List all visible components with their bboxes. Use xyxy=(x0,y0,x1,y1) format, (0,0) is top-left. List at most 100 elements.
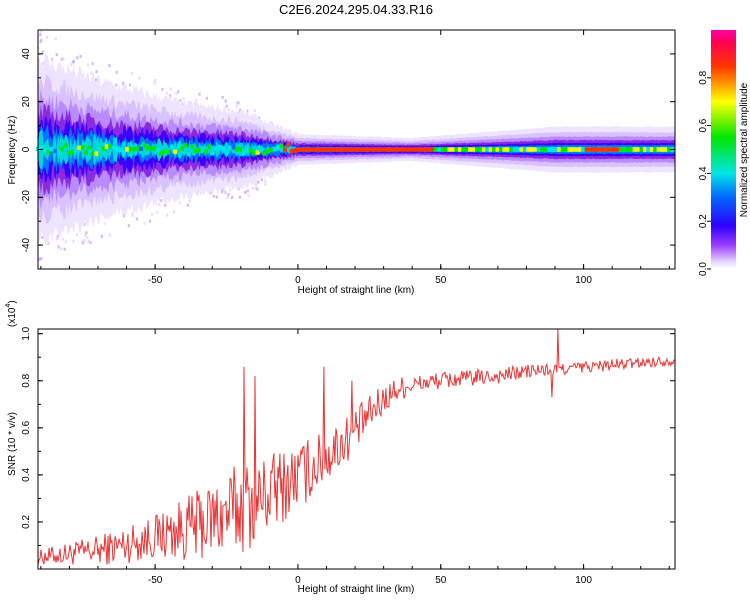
snr-exponent: (x104) xyxy=(5,300,18,327)
spectral-peak xyxy=(187,152,191,157)
colorbar-label: Normalized spectral amplitude xyxy=(739,82,750,217)
spectral-speckle xyxy=(158,202,161,206)
spectral-speckle xyxy=(103,222,106,226)
spectral-peak xyxy=(286,142,291,147)
snr-ytick-label: 0.6 xyxy=(21,420,32,434)
spectral-peak xyxy=(276,144,280,150)
snr-exponent-base: (x10 xyxy=(7,307,18,327)
spectral-peak xyxy=(440,147,445,152)
spectral-speckle xyxy=(131,211,134,215)
spectrogram-axes: -50 0 50 100 -40 -20 0 20 40 xyxy=(21,29,675,286)
spectral-peak xyxy=(437,147,442,152)
spectral-peak xyxy=(450,147,455,152)
spectral-peak xyxy=(330,147,335,152)
spectral-peak xyxy=(169,144,174,149)
snr-ytick-label: 0.4 xyxy=(21,467,32,481)
spectral-speckle xyxy=(85,231,88,235)
spectral-peak xyxy=(653,147,658,152)
spectral-speckle xyxy=(161,87,164,91)
spectral-peak xyxy=(519,147,524,152)
spectral-speckle xyxy=(148,219,152,223)
spectral-speckle xyxy=(130,71,134,75)
spectral-speckle xyxy=(60,57,63,61)
snr-ytick-label: 0.8 xyxy=(21,373,32,387)
spectral-peak xyxy=(420,147,424,152)
spectral-speckle xyxy=(91,62,94,66)
spectral-speckle xyxy=(154,78,157,82)
spectral-peak xyxy=(663,147,668,152)
spectral-peak xyxy=(642,147,647,152)
spectral-peak xyxy=(375,147,380,152)
spectral-speckle xyxy=(238,195,242,199)
spectral-peak xyxy=(646,147,651,152)
spectral-peak xyxy=(457,147,462,152)
spectral-speckle xyxy=(237,186,240,190)
spectral-speckle xyxy=(243,190,247,194)
spectral-speckle xyxy=(64,240,68,244)
spectral-peak xyxy=(396,147,400,152)
spectral-speckle xyxy=(86,63,90,67)
spectral-peak xyxy=(300,147,304,152)
spectral-peak xyxy=(649,147,654,152)
spectral-peak xyxy=(543,147,548,152)
spectral-peak xyxy=(495,147,500,152)
spectral-speckle xyxy=(247,194,250,198)
spectral-speckle xyxy=(79,55,82,59)
spectral-peak xyxy=(159,151,164,156)
spectral-peak xyxy=(306,147,311,152)
colorbar-tick-label: 0.6 xyxy=(698,118,709,132)
spectral-peak xyxy=(125,147,130,152)
spectral-peak xyxy=(139,146,143,152)
spectral-peak xyxy=(259,147,263,153)
spectral-peak xyxy=(49,146,54,152)
spectral-speckle xyxy=(246,189,249,193)
spectral-peak xyxy=(91,151,95,156)
spectral-speckle xyxy=(115,70,118,74)
spectrogram-ytick-label: -40 xyxy=(21,237,32,252)
spectral-peak xyxy=(464,147,469,152)
spectral-peak xyxy=(111,145,116,150)
spectral-peak xyxy=(378,147,383,152)
spectral-speckle xyxy=(56,234,59,238)
colorbar-gradient xyxy=(711,30,736,269)
spectral-peak xyxy=(540,147,544,152)
snr-xtick-label: -50 xyxy=(148,575,163,586)
spectral-speckle xyxy=(186,203,189,207)
spectral-peak xyxy=(485,147,490,152)
spectrogram-ytick-label: 40 xyxy=(21,48,32,60)
spectral-speckle xyxy=(153,81,156,85)
spectral-speckle xyxy=(127,224,130,228)
spectral-peak xyxy=(279,143,284,148)
spectral-peak xyxy=(533,147,538,152)
spectral-peak xyxy=(121,149,126,155)
spectral-peak xyxy=(392,147,397,152)
spectral-peak xyxy=(344,147,349,152)
spectral-speckle xyxy=(209,191,212,195)
spectral-speckle xyxy=(94,78,98,82)
spectral-peak xyxy=(262,151,267,156)
spectral-speckle xyxy=(40,38,43,42)
spectral-peak xyxy=(193,148,198,154)
spectral-peak xyxy=(574,147,579,152)
spectral-speckle xyxy=(166,213,169,217)
spectral-peak xyxy=(564,147,568,152)
spectral-peak xyxy=(283,147,287,152)
spectral-speckle xyxy=(224,99,227,103)
spectral-peak xyxy=(509,147,514,152)
spectral-peak xyxy=(313,147,318,152)
spectral-peak xyxy=(622,147,627,152)
spectral-peak xyxy=(180,146,184,152)
spectral-peak xyxy=(320,147,325,152)
colorbar: 0.0 0.2 0.4 0.6 0.8 Normalized spectral ampl… xyxy=(698,30,750,276)
spectral-peak xyxy=(522,147,527,152)
spectrogram-ytick-label: -20 xyxy=(21,190,32,205)
spectral-peak xyxy=(570,147,575,152)
spectral-peak xyxy=(272,146,277,152)
spectral-peak xyxy=(372,147,376,152)
spectral-peak xyxy=(660,147,664,152)
spectral-speckle xyxy=(224,190,227,194)
spectral-peak xyxy=(217,145,222,150)
spectral-peak xyxy=(612,147,616,152)
spectral-speckle xyxy=(230,195,234,199)
spectral-peak xyxy=(245,147,250,153)
